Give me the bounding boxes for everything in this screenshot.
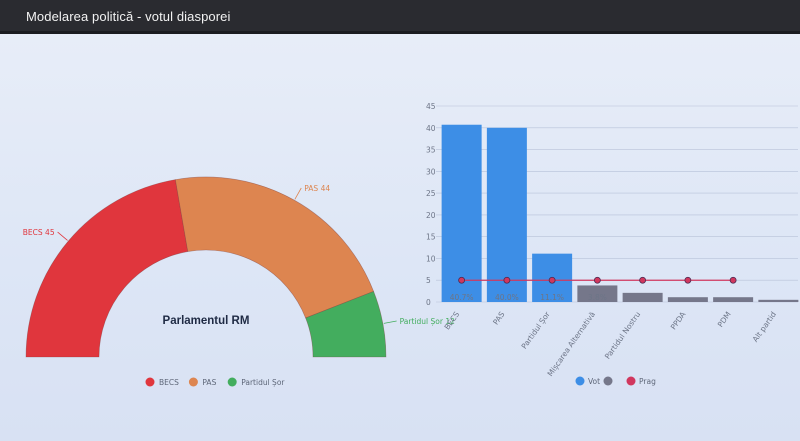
legend-marker-prag [626, 376, 636, 386]
data-label-miscarea-alternativa: 3.8% [588, 293, 607, 302]
slice-label-pas: PAS 44 [304, 184, 330, 193]
x-tick-label-ppda: PPDA [669, 309, 688, 331]
bar-pdm [713, 297, 754, 302]
y-tick-label: 10 [426, 254, 436, 263]
threshold-point-pas [503, 276, 511, 284]
x-tick-label-partidul-sor: Partidul Șor [520, 309, 553, 350]
y-tick-label: 25 [426, 189, 436, 198]
bar-becs [441, 124, 482, 303]
x-tick-label-pdm: PDM [716, 310, 733, 329]
slice-becs [25, 179, 189, 358]
legend-label-prag: Prag [639, 377, 656, 386]
y-tick-label: 15 [426, 233, 436, 242]
y-tick-label: 35 [426, 146, 436, 155]
slice-partidul-sor [305, 290, 387, 358]
data-label-pas: 40.0% [495, 293, 519, 302]
slice-pas [175, 176, 374, 319]
slice-label-becs: BECS 45 [23, 228, 55, 237]
data-label-becs: 40.7% [450, 293, 474, 302]
x-tick-label-alt-partid: Alt partid [751, 310, 778, 344]
legend-marker-pas [188, 377, 198, 387]
bar-miscarea-alternativa [577, 285, 618, 302]
legend-marker-partidul-sor [227, 377, 237, 387]
y-tick-label: 20 [426, 211, 436, 220]
threshold-point-pdm [729, 276, 737, 284]
slice-label-partidul-sor: Partidul Șor 12 [400, 317, 455, 326]
bar-pas [486, 127, 527, 303]
threshold-point-becs [458, 276, 466, 284]
chart-center-title: Parlamentul RM [163, 315, 250, 327]
title-bar: Modelarea politică - votul diasporei [0, 0, 800, 34]
bar-alt-partid [758, 299, 799, 302]
threshold-point-ppda [684, 276, 692, 284]
y-tick-label: 40 [426, 124, 436, 133]
bar-partidul-nostru [622, 292, 663, 302]
legend-label-becs: BECS [159, 378, 179, 387]
legend-marker-becs [145, 377, 155, 387]
y-tick-label: 5 [426, 276, 431, 285]
page-title: Modelarea politică - votul diasporei [26, 9, 231, 24]
data-label-partidul-sor: 11.1% [540, 293, 564, 302]
parliament-chart-panel: BECS 45 PAS 44 Partidul Șor 12 Parlamentul … [0, 34, 455, 441]
x-tick-label-pas: PAS [491, 310, 507, 327]
threshold-point-partidul-nostru [639, 276, 647, 284]
bar-legend: Vot Prag [575, 376, 656, 386]
parliament-semicircle-chart: BECS 45 PAS 44 Partidul Șor 12 Parlamentul … [23, 176, 455, 387]
vote-bar-chart-panel: 0 5 10 15 20 25 30 35 40 45 40.7% BECS 40.0% PAS 11.1%… [420, 34, 800, 441]
y-tick-label: 45 [426, 102, 436, 111]
slice-label-connector-pas [294, 187, 302, 200]
slice-label-connector-becs [57, 231, 68, 241]
legend-marker-vot [575, 376, 585, 386]
slice-label-connector-partidul-sor [383, 320, 397, 324]
y-tick-label: 30 [426, 167, 436, 176]
bar-ppda [667, 297, 708, 302]
y-tick-label: 0 [426, 298, 431, 307]
threshold-point-miscarea-alternativa [593, 276, 601, 284]
x-tick-label-becs: BECS [442, 310, 461, 332]
vote-bar-chart: 0 5 10 15 20 25 30 35 40 45 40.7% BECS 40.0% PAS 11.1%… [426, 102, 799, 386]
legend-marker-series-1 [603, 376, 613, 386]
threshold-point-partidul-sor [548, 276, 556, 284]
x-tick-label-miscarea-alternativa: Mișcarea Alternativă [546, 310, 597, 378]
x-tick-label-partidul-nostru: Partidul Nostru [603, 310, 642, 361]
legend-label-partidul-sor: Partidul Șor [241, 378, 285, 387]
pie-legend: BECS PAS Partidul Șor [145, 377, 285, 387]
legend-label-pas: PAS [202, 378, 216, 387]
legend-label-vot: Vot [588, 377, 600, 386]
